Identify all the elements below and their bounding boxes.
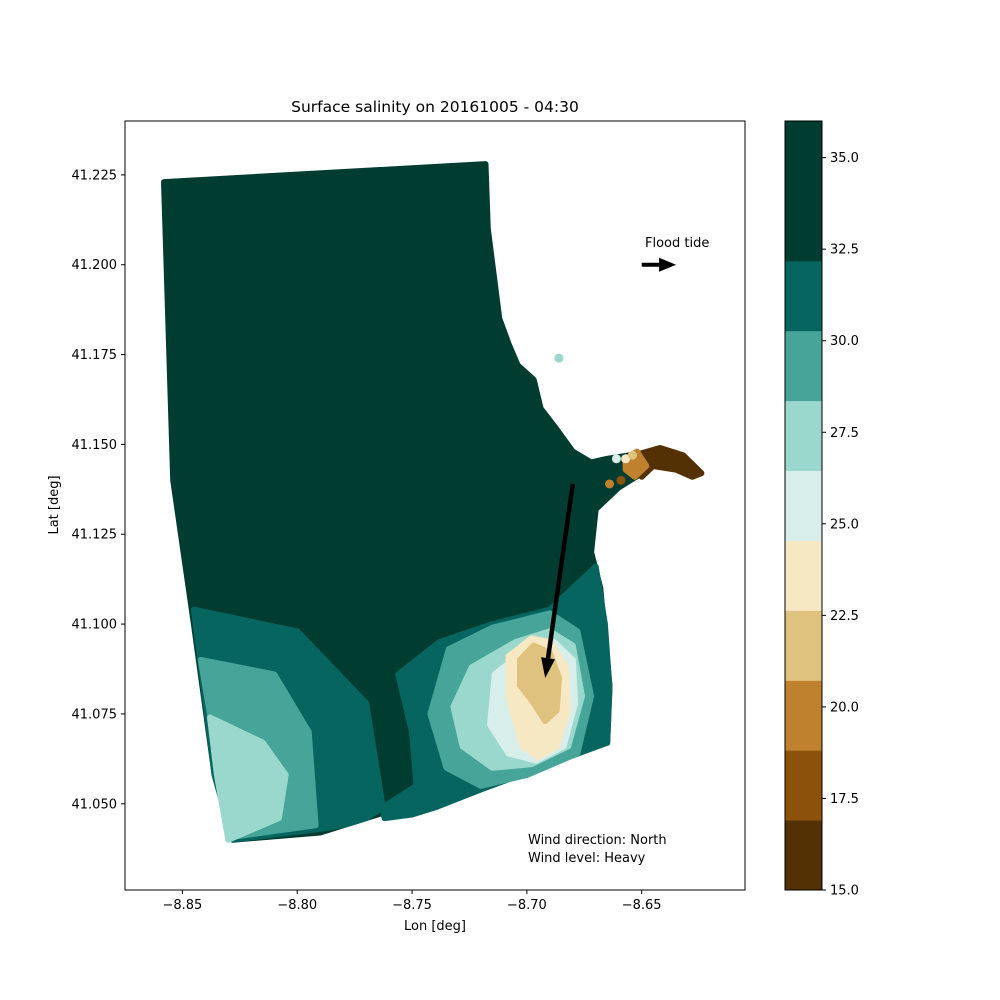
colorbar-tick-label: 32.5 [830, 243, 859, 258]
x-tick-label: −8.85 [162, 898, 202, 913]
y-tick-label: 41.225 [72, 168, 118, 183]
colorbar-band-9 [785, 190, 822, 262]
colorbar-band-3 [785, 610, 822, 681]
x-axis-ticks: −8.85 −8.80 −8.75 −8.70 −8.65 [162, 890, 662, 913]
x-axis-label: Lon [deg] [404, 919, 466, 934]
wind-direction-label: Wind direction: North [528, 833, 667, 848]
colorbar-band-5 [785, 470, 822, 541]
y-axis-ticks: 41.050 41.075 41.100 41.125 41.150 41.175 41.2… [72, 168, 125, 812]
colorbar-tick-label: 25.0 [830, 517, 859, 532]
y-tick-label: 41.125 [72, 528, 118, 543]
colorbar-band-10 [785, 121, 822, 192]
y-axis-label: Lat [deg] [47, 475, 62, 534]
colorbar-band-4 [785, 540, 822, 611]
y-tick-label: 41.175 [72, 348, 118, 363]
colorbar-frame [784, 120, 823, 891]
plume-point-3 [605, 479, 615, 489]
salinity-region-3 [207, 714, 289, 843]
colorbar-band-2 [785, 680, 822, 751]
wind-level-label: Wind level: Heavy [528, 851, 646, 866]
colorbar-tick-label: 30.0 [830, 334, 859, 349]
colorbar-band-8 [785, 260, 822, 332]
colorbar-band-0 [785, 820, 822, 891]
wind-arrow-shaft [545, 483, 576, 659]
y-tick-label: 41.150 [72, 438, 118, 453]
x-tick-label: −8.80 [277, 898, 317, 913]
colorbar-tick-label: 20.0 [830, 700, 859, 715]
tide-arrow-head [659, 257, 677, 272]
plume-point-2 [627, 450, 637, 460]
plume-point-0 [611, 454, 621, 464]
salinity-field [161, 161, 705, 843]
flood-tide-label: Flood tide [645, 236, 709, 251]
plume-point-1 [621, 454, 631, 464]
wind-arrow-head [541, 657, 555, 678]
colorbar-band-6 [785, 400, 822, 472]
wind-arrow [541, 483, 576, 678]
tide-arrow [641, 257, 677, 272]
colorbar-band-1 [785, 750, 822, 821]
colorbar-band-7 [785, 330, 822, 402]
river-plume [554, 353, 637, 489]
salinity-region-9 [631, 445, 705, 480]
y-tick-label: 41.100 [72, 618, 118, 633]
colorbar: 15.0 17.5 20.0 22.5 25.0 27.5 30.0 32.5 35.0 [784, 120, 859, 899]
colorbar-tick-label: 17.5 [830, 792, 859, 807]
plume-point-4 [616, 475, 626, 485]
chart-title: Surface salinity on 20161005 - 04:30 [291, 98, 579, 116]
y-tick-label: 41.075 [72, 707, 118, 722]
axes-frame [124, 120, 746, 891]
y-tick-label: 41.200 [72, 258, 118, 273]
x-tick-label: −8.70 [507, 898, 547, 913]
x-tick-label: −8.65 [622, 898, 662, 913]
colorbar-tick-label: 27.5 [830, 426, 859, 441]
plot-area: Flood tide Wind direction: North Wind leve… [124, 120, 746, 891]
x-tick-label: −8.75 [392, 898, 432, 913]
colorbar-tick-label: 22.5 [830, 609, 859, 624]
colorbar-tick-label: 15.0 [830, 884, 859, 899]
colorbar-tick-label: 35.0 [830, 151, 859, 166]
plume-point-5 [554, 353, 564, 363]
annotations: Flood tide Wind direction: North Wind leve… [528, 236, 709, 866]
y-tick-label: 41.050 [72, 797, 118, 812]
